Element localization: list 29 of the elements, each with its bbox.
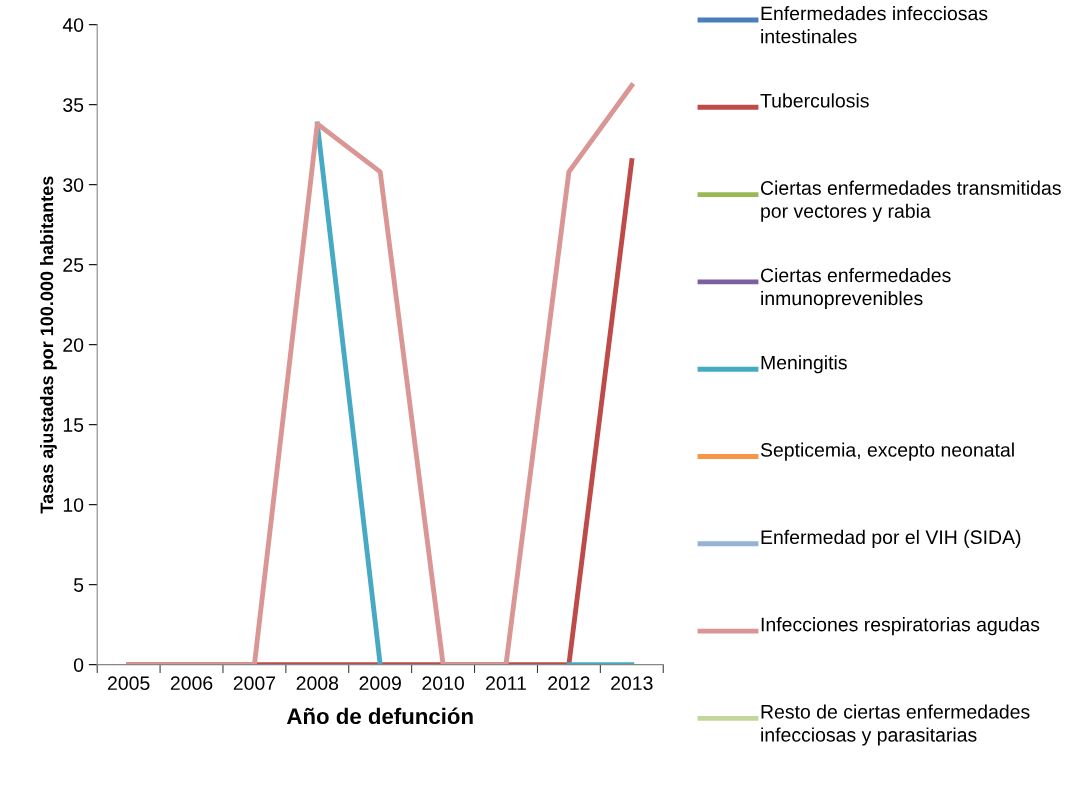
y-axis-title: Tasas ajustadas por 100.000 habitantes: [39, 176, 57, 514]
legend-label: Ciertas enfermedades inmunoprevenibles: [760, 267, 951, 310]
y-tick-label: 20: [63, 338, 84, 352]
legend-label: Enfermedad por el VIH (SIDA): [761, 529, 1021, 548]
x-tick-label: 2009: [359, 676, 401, 691]
legend-label: Meningitis: [761, 355, 847, 374]
legend-label: Tuberculosis: [760, 93, 869, 108]
y-tick-label: 15: [63, 418, 84, 432]
y-tick-label: 0: [73, 658, 84, 672]
x-tick-label: 2008: [296, 676, 339, 691]
legend-label: Infecciones respiratorias agudas: [761, 617, 1040, 636]
x-tick-label: 2005: [107, 676, 150, 691]
legend-label: Ciertas enfermedades transmitidas por vectores y rabia: [760, 180, 1061, 222]
y-tick-label: 30: [63, 178, 84, 192]
x-tick-label: 2012: [548, 676, 590, 691]
y-tick-label: 25: [63, 258, 84, 272]
x-axis-title: Año de defunción: [286, 707, 473, 725]
legend-label: Septicemia, excepto neonatal: [760, 442, 1014, 461]
y-tick-label: 35: [63, 98, 84, 112]
legend-label: Enfermedades infecciosas intestinales: [761, 6, 988, 44]
x-tick-label: 2007: [233, 676, 276, 691]
y-tick-label: 40: [62, 18, 84, 32]
x-tick-label: 2011: [486, 676, 526, 691]
x-tick-label: 2010: [422, 676, 464, 691]
x-tick-label: 2013: [611, 676, 653, 691]
x-tick-label: 2006: [170, 676, 213, 691]
legend-label: Resto de ciertas enfermedades infecciosas y parasitarias: [761, 704, 1030, 746]
y-tick-label: 5: [73, 578, 84, 592]
y-tick-label: 10: [63, 498, 84, 512]
